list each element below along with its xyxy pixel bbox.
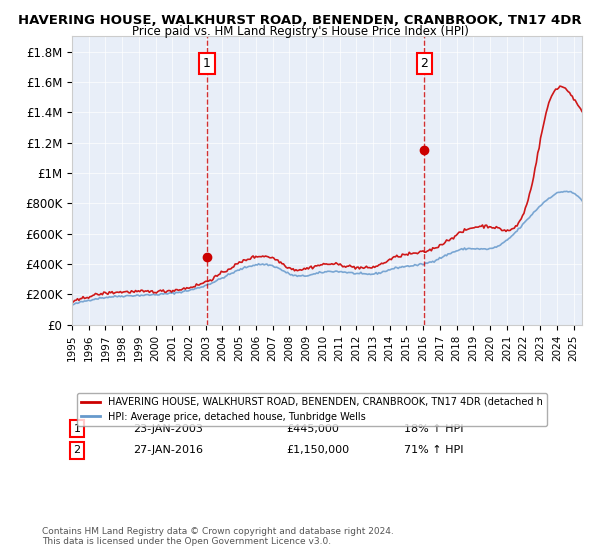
Text: £1,150,000: £1,150,000 <box>286 445 349 455</box>
Text: Price paid vs. HM Land Registry's House Price Index (HPI): Price paid vs. HM Land Registry's House … <box>131 25 469 38</box>
Text: 2: 2 <box>74 445 80 455</box>
Text: 23-JAN-2003: 23-JAN-2003 <box>133 423 203 433</box>
Text: Contains HM Land Registry data © Crown copyright and database right 2024.
This d: Contains HM Land Registry data © Crown c… <box>42 526 394 546</box>
Text: 18% ↑ HPI: 18% ↑ HPI <box>404 423 463 433</box>
Text: 2: 2 <box>421 57 428 70</box>
Text: 1: 1 <box>74 423 80 433</box>
Text: 27-JAN-2016: 27-JAN-2016 <box>133 445 203 455</box>
Legend: HAVERING HOUSE, WALKHURST ROAD, BENENDEN, CRANBROOK, TN17 4DR (detached h, HPI: : HAVERING HOUSE, WALKHURST ROAD, BENENDEN… <box>77 393 547 426</box>
Text: HAVERING HOUSE, WALKHURST ROAD, BENENDEN, CRANBROOK, TN17 4DR: HAVERING HOUSE, WALKHURST ROAD, BENENDEN… <box>18 14 582 27</box>
Text: 71% ↑ HPI: 71% ↑ HPI <box>404 445 463 455</box>
Text: 1: 1 <box>203 57 211 70</box>
Text: £445,000: £445,000 <box>286 423 339 433</box>
